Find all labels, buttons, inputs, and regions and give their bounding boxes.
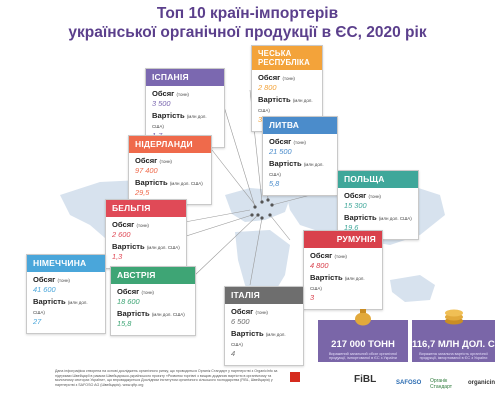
value-value: 1,3 (112, 252, 123, 261)
title-line-2: української органічної продукції в ЄС, 2… (68, 24, 427, 41)
logo-organicinfo: organicinfo (468, 380, 495, 386)
volume-unit: (тонн) (176, 92, 189, 97)
stat-total-volume: 217 000 ТОНН Виражений загальний обсяг о… (318, 309, 408, 362)
footer-text: Дана інфографіка створена на основі досл… (55, 369, 278, 387)
value-unit: (млн дол. США) (269, 162, 324, 177)
volume-unit: (тонн) (334, 254, 347, 259)
stat-value: 217 000 ТОНН (331, 339, 395, 350)
value-label: Вартість (310, 273, 343, 282)
stat-caption: Виражений загальний обсяг органічної про… (328, 352, 398, 360)
card-netherlands: НІДЕРЛАНДИ Обсяг (тонн) 97 400 Вартість … (128, 135, 212, 205)
stat-caption: Виражена загальна вартість органічної пр… (419, 352, 488, 360)
value-label: Вартість (112, 242, 145, 251)
volume-label: Обсяг (152, 89, 175, 98)
map-australia (390, 275, 435, 302)
card-lithuania: ЛИТВА Обсяг (тонн) 21 500 Вартість (млн … (262, 116, 338, 196)
card-header: ІСПАНІЯ (146, 69, 224, 86)
card-header: НІМЕЧЧИНА (27, 255, 105, 272)
value-value: 5,8 (269, 179, 280, 188)
card-italy: ІТАЛІЯ Обсяг (тонн) 6 500 Вартість (млн … (224, 286, 304, 366)
value-value: 27 (33, 317, 42, 326)
logo-safoso: SAFOSO (396, 380, 422, 386)
card-header: ЛИТВА (263, 117, 337, 134)
volume-unit: (тонн) (255, 310, 268, 315)
volume-value: 2 800 (258, 83, 277, 92)
logo-fibl: FiBL (354, 374, 377, 385)
volume-label: Обсяг (117, 287, 140, 296)
card-germany: НІМЕЧЧИНА Обсяг (тонн) 41 600 Вартість (… (26, 254, 106, 334)
coins-icon (444, 309, 463, 325)
value-label: Вартість (135, 178, 168, 187)
card-header: ІТАЛІЯ (225, 287, 303, 304)
value-value: 3 (310, 293, 315, 302)
value-unit: (млн дол. США) (151, 312, 185, 317)
volume-label: Обсяг (258, 73, 281, 82)
card-header: РУМУНІЯ (304, 231, 382, 248)
value-unit: (млн дол. США) (169, 181, 203, 186)
value-unit: (млн дол. США) (33, 300, 88, 315)
card-austria: АВСТРІЯ Обсяг (тонн) 18 600 Вартість (мл… (110, 266, 196, 336)
value-unit: (млн дол. США) (146, 245, 180, 250)
volume-label: Обсяг (344, 191, 367, 200)
card-header: ЧЕСЬКА РЕСПУБЛІКА (252, 46, 322, 70)
value-label: Вартість (258, 95, 291, 104)
volume-unit: (тонн) (368, 194, 381, 199)
value-label: Вартість (269, 159, 302, 168)
volume-value: 2 600 (112, 230, 131, 239)
value-value: 4 (231, 349, 236, 358)
value-unit: (млн дол. США) (231, 332, 286, 347)
volume-label: Обсяг (112, 220, 135, 229)
volume-value: 41 600 (33, 285, 56, 294)
volume-value: 6 500 (231, 317, 250, 326)
volume-label: Обсяг (33, 275, 56, 284)
value-label: Вартість (117, 309, 150, 318)
value-unit: (млн дол. США) (310, 276, 365, 291)
value-unit: (млн дол. США) (152, 114, 207, 129)
volume-value: 15 300 (344, 201, 367, 210)
money-bag-icon (355, 309, 371, 326)
volume-unit: (тонн) (136, 223, 149, 228)
card-header: ПОЛЬЩА (338, 171, 418, 188)
value-label: Вартість (33, 297, 66, 306)
card-header: АВСТРІЯ (111, 267, 195, 284)
value-unit: (млн дол. США) (378, 216, 412, 221)
title-line-1: Топ 10 країн-імпортерів (156, 5, 339, 22)
volume-unit: (тонн) (57, 278, 70, 283)
card-belgium: БЕЛЬГІЯ Обсяг (тонн) 2 600 Вартість (млн… (105, 199, 187, 269)
value-label: Вартість (152, 111, 185, 120)
swiss-flag-icon (290, 372, 300, 382)
logo-organic-standard: Органік Стандарт (430, 378, 453, 390)
volume-value: 3 500 (152, 99, 171, 108)
card-header: БЕЛЬГІЯ (106, 200, 186, 217)
value-label: Вартість (344, 213, 377, 222)
volume-value: 18 600 (117, 297, 140, 306)
volume-value: 97 400 (135, 166, 158, 175)
volume-unit: (тонн) (159, 159, 172, 164)
page-title: Топ 10 країн-імпортерів української орга… (0, 4, 495, 42)
card-header: НІДЕРЛАНДИ (129, 136, 211, 153)
value-label: Вартість (231, 329, 264, 338)
card-poland: ПОЛЬЩА Обсяг (тонн) 15 300 Вартість (млн… (337, 170, 419, 240)
stat-value: 116,7 МЛН ДОЛ. США (412, 339, 495, 350)
volume-label: Обсяг (135, 156, 158, 165)
value-value: 15,8 (117, 319, 132, 328)
value-value: 19,6 (344, 223, 359, 232)
map-europe (225, 188, 290, 222)
volume-label: Обсяг (231, 307, 254, 316)
volume-value: 4 800 (310, 261, 329, 270)
value-unit: (млн дол. США) (258, 98, 313, 113)
volume-value: 21 500 (269, 147, 292, 156)
card-spain: ІСПАНІЯ Обсяг (тонн) 3 500 Вартість (млн… (145, 68, 225, 148)
value-value: 3 (258, 115, 263, 124)
value-value: 29,5 (135, 188, 150, 197)
volume-label: Обсяг (310, 251, 333, 260)
volume-unit: (тонн) (282, 76, 295, 81)
stat-total-value: 116,7 МЛН ДОЛ. США Виражена загальна вар… (412, 309, 495, 362)
card-romania: РУМУНІЯ Обсяг (тонн) 4 800 Вартість (млн… (303, 230, 383, 310)
volume-unit: (тонн) (293, 140, 306, 145)
volume-unit: (тонн) (141, 290, 154, 295)
volume-label: Обсяг (269, 137, 292, 146)
